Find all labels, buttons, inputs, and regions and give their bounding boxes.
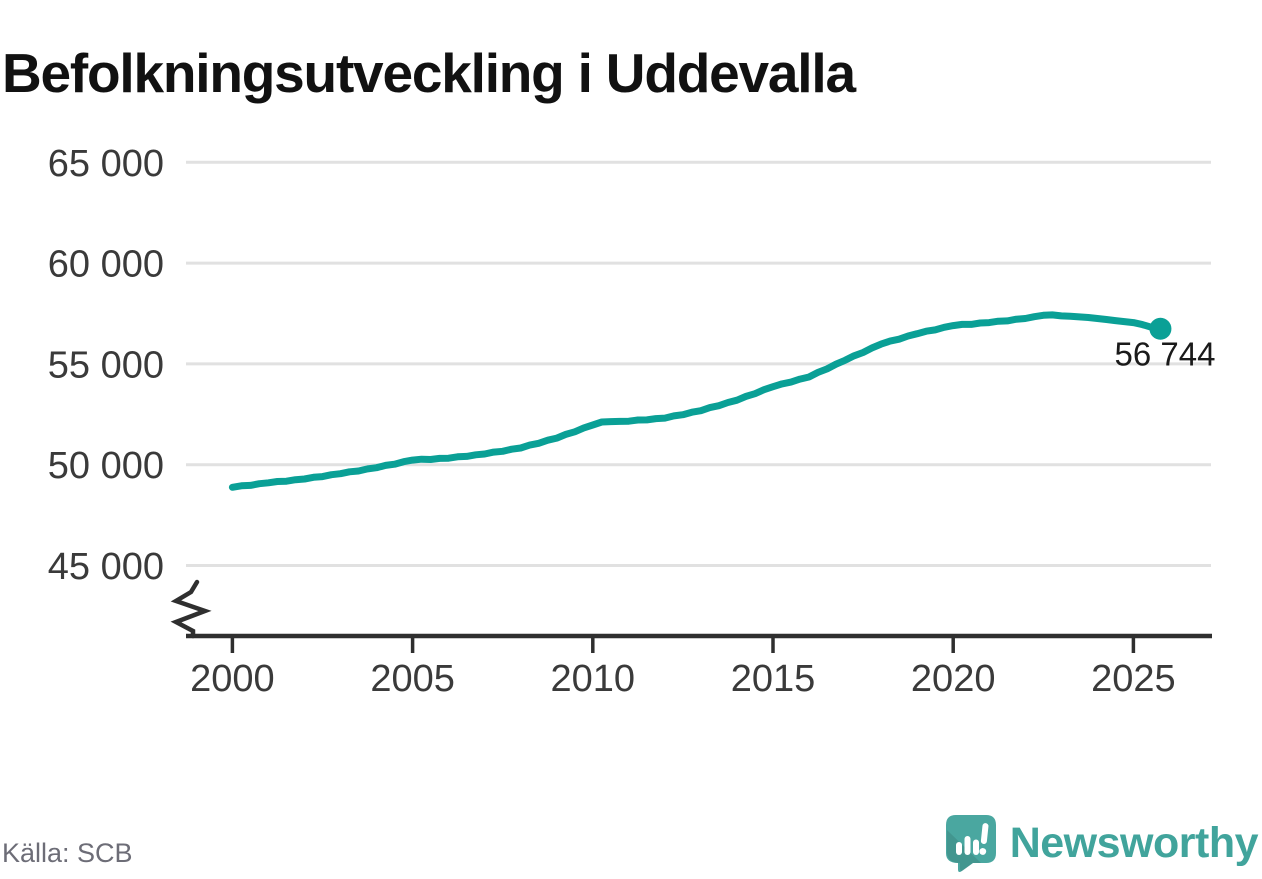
x-axis-tick-label: 2000 [190,658,275,700]
y-axis-tick-label: 55 000 [48,344,164,386]
newsworthy-logo-text: Newsworthy [1009,819,1259,867]
x-axis-tick-label: 2005 [370,658,455,700]
y-axis-break-icon [170,579,212,639]
population-line-series [228,311,1164,491]
newsworthy-logo-icon [945,815,996,873]
y-axis-tick-label: 65 000 [48,143,164,185]
y-axis-tick-label: 50 000 [48,445,164,487]
y-axis-tick-label: 60 000 [48,244,164,286]
last-value-label: 56 744 [1114,336,1215,373]
x-axis-tick-label: 2025 [1091,658,1176,700]
chart-title: Befolkningsutveckling i Uddevalla [2,41,856,104]
newsworthy-logo: Newsworthy [945,814,1259,873]
source-note: Källa: SCB [2,838,133,868]
x-axis-tick-label: 2015 [731,658,816,700]
x-axis-tick-label: 2010 [551,658,636,700]
last-point-marker [1149,317,1172,340]
x-axis-tick-label: 2020 [911,658,996,700]
y-axis-tick-label: 45 000 [48,546,164,588]
